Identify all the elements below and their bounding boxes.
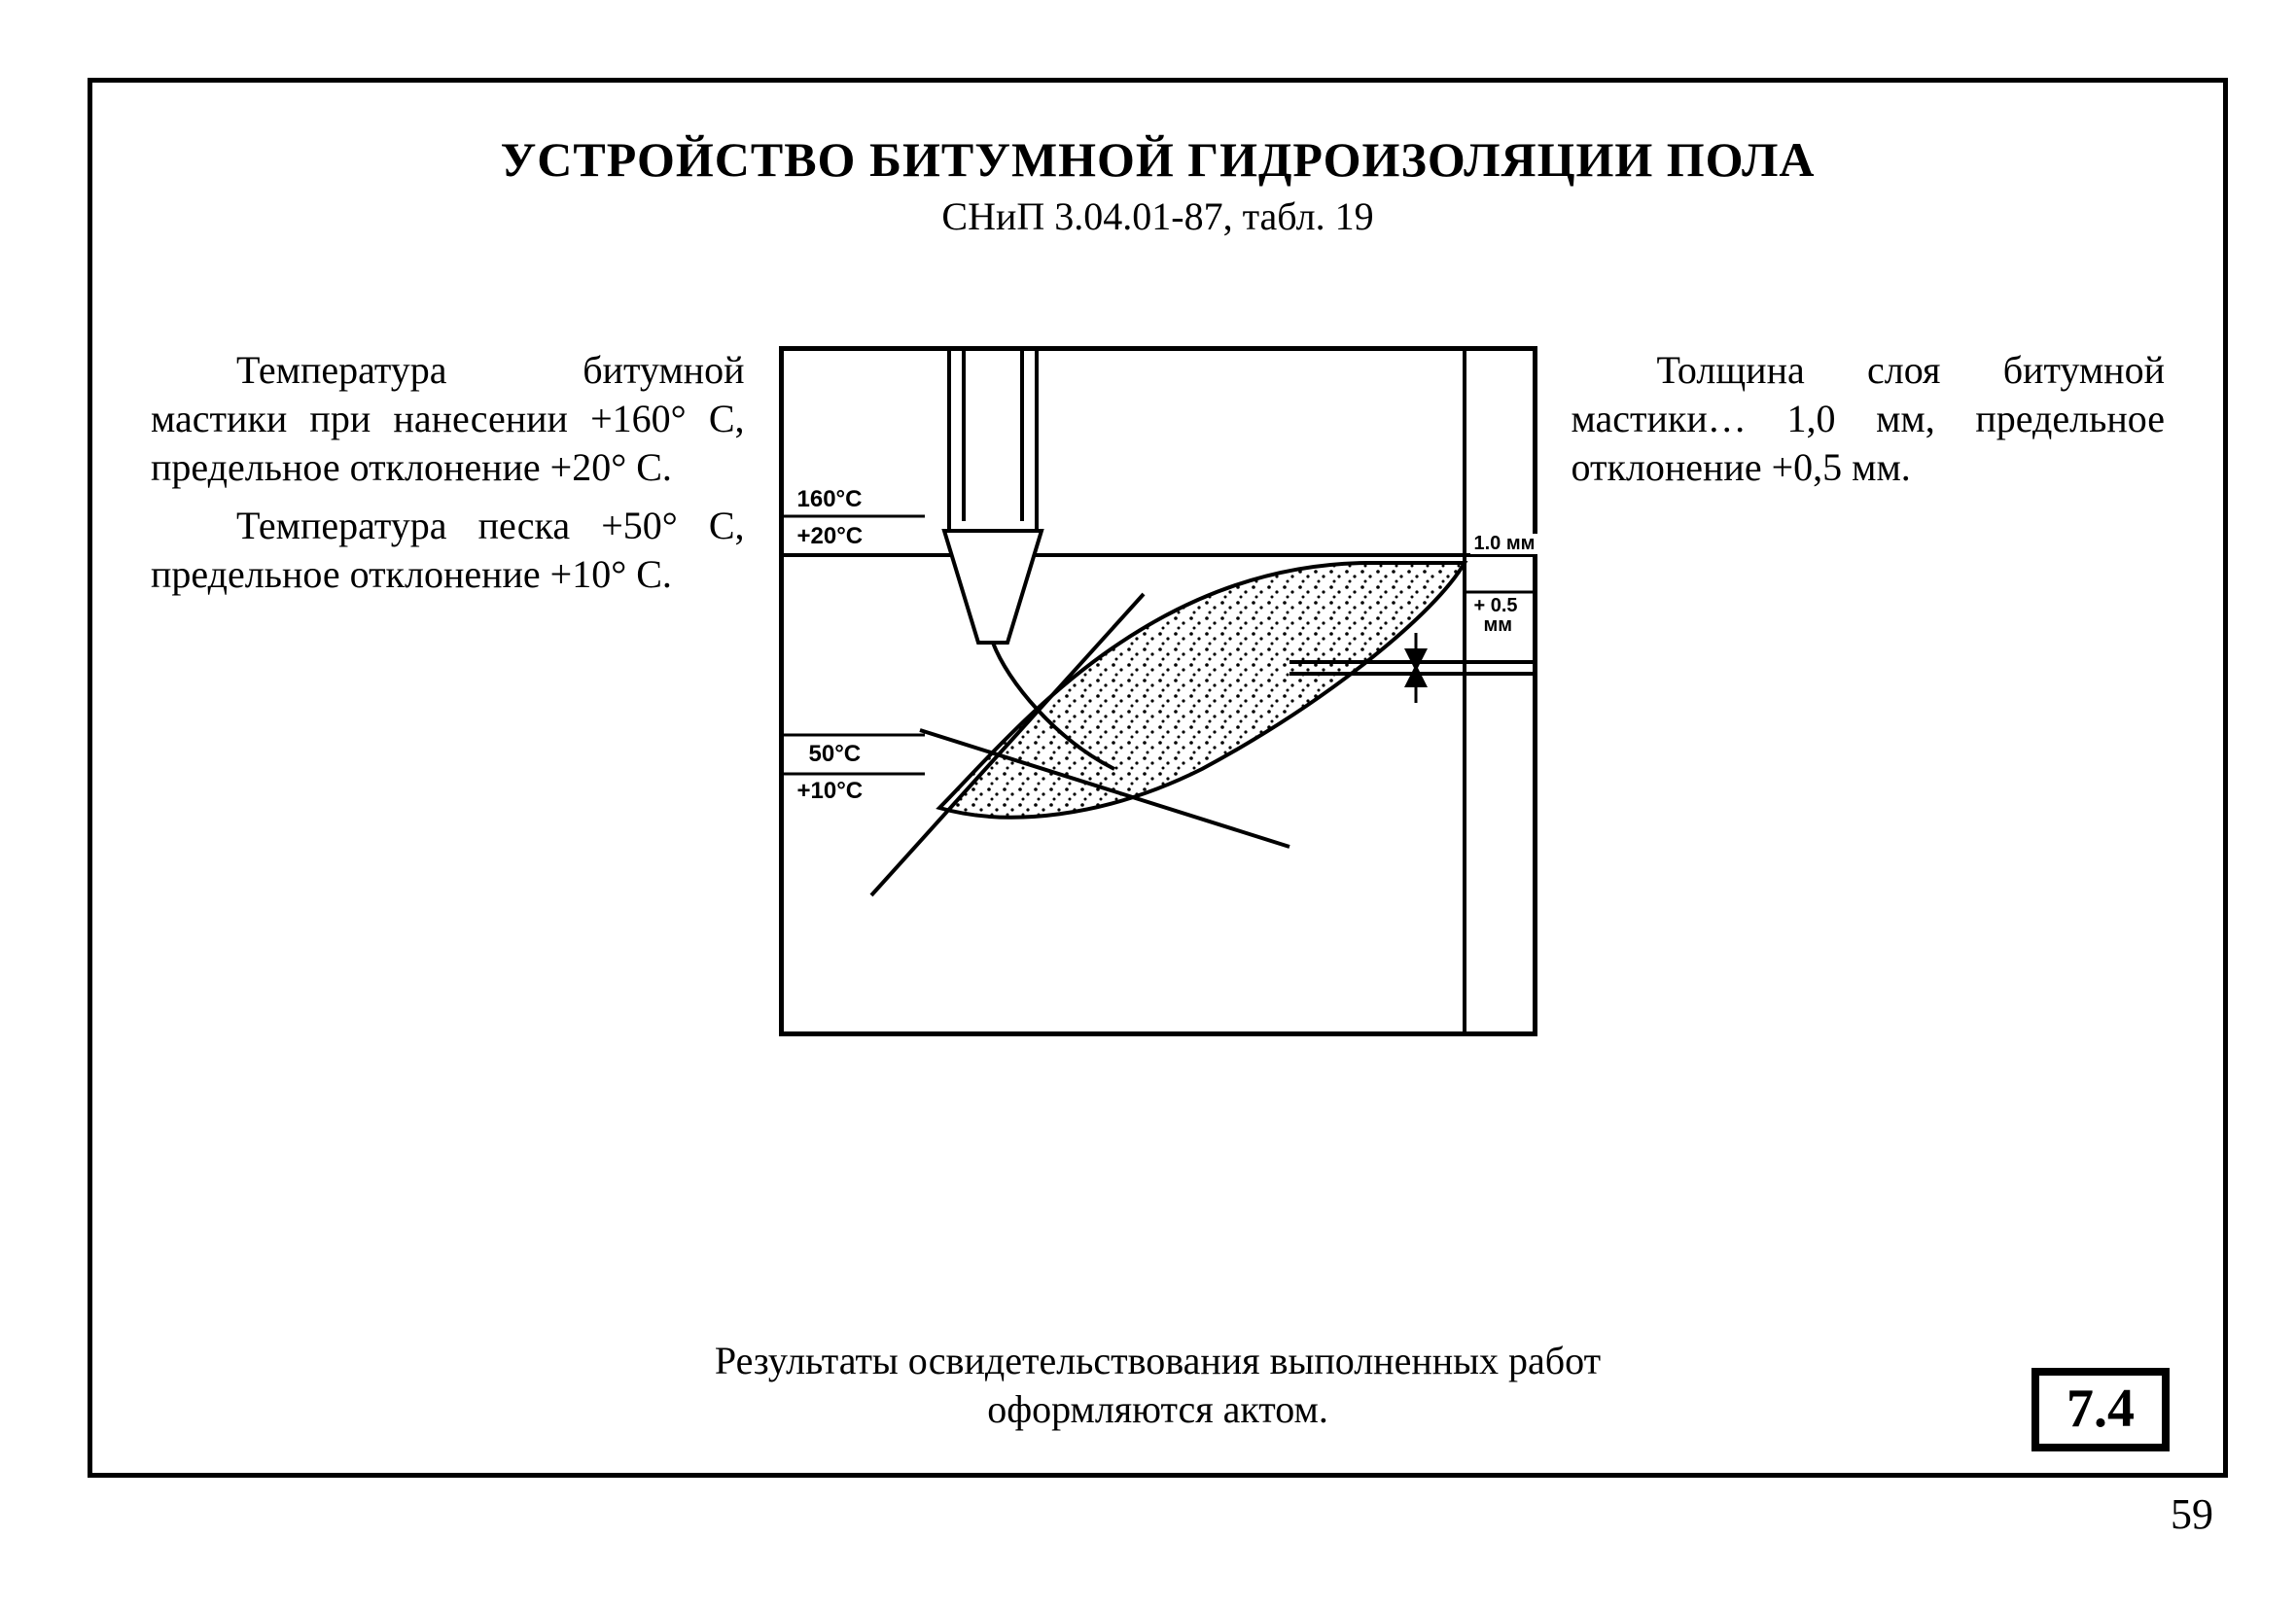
left-paragraph: Температура битумной мастики при нанесен…	[151, 346, 745, 492]
right-text-column: Толщина слоя битумной масти­ки… 1,0 мм, …	[1572, 346, 2166, 1036]
page-number: 59	[2171, 1489, 2213, 1539]
left-text-column: Температура битумной мастики при нанесен…	[151, 346, 745, 1036]
diagram-label-thick-tol-1: + 0.5	[1470, 596, 1522, 616]
page-title: УСТРОЙСТВО БИТУМНОЙ ГИДРОИЗОЛЯЦИИ ПОЛА	[151, 131, 2165, 188]
diagram-label-sand-main: 50°С	[805, 742, 865, 766]
diagram-label-sand-tol: +10°С	[794, 779, 867, 803]
diagram: 160°С +20°С 50°С +10°С 1.0 мм + 0.5 мм	[779, 346, 1537, 1036]
diagram-label-temp-main: 160°С	[794, 487, 866, 511]
section-badge: 7.4	[2031, 1368, 2170, 1451]
footer-line: оформляются актом.	[987, 1387, 1328, 1431]
footer-line: Результаты освидетельствования выполненн…	[715, 1339, 1601, 1382]
footer-note: Результаты освидетельствования выполненн…	[92, 1337, 2223, 1434]
page-frame: УСТРОЙСТВО БИТУМНОЙ ГИДРОИЗОЛЯЦИИ ПОЛА С…	[88, 78, 2228, 1478]
left-paragraph: Температура песка +50° С, пре­дельное от…	[151, 502, 745, 599]
right-paragraph: Толщина слоя битумной масти­ки… 1,0 мм, …	[1572, 346, 2166, 492]
page-subtitle: СНиП 3.04.01-87, табл. 19	[151, 193, 2165, 239]
diagram-label-thick-tol-2: мм	[1480, 615, 1517, 636]
diagram-label-thick-main: 1.0 мм	[1470, 534, 1539, 554]
diagram-label-temp-tol: +20°С	[794, 524, 867, 548]
